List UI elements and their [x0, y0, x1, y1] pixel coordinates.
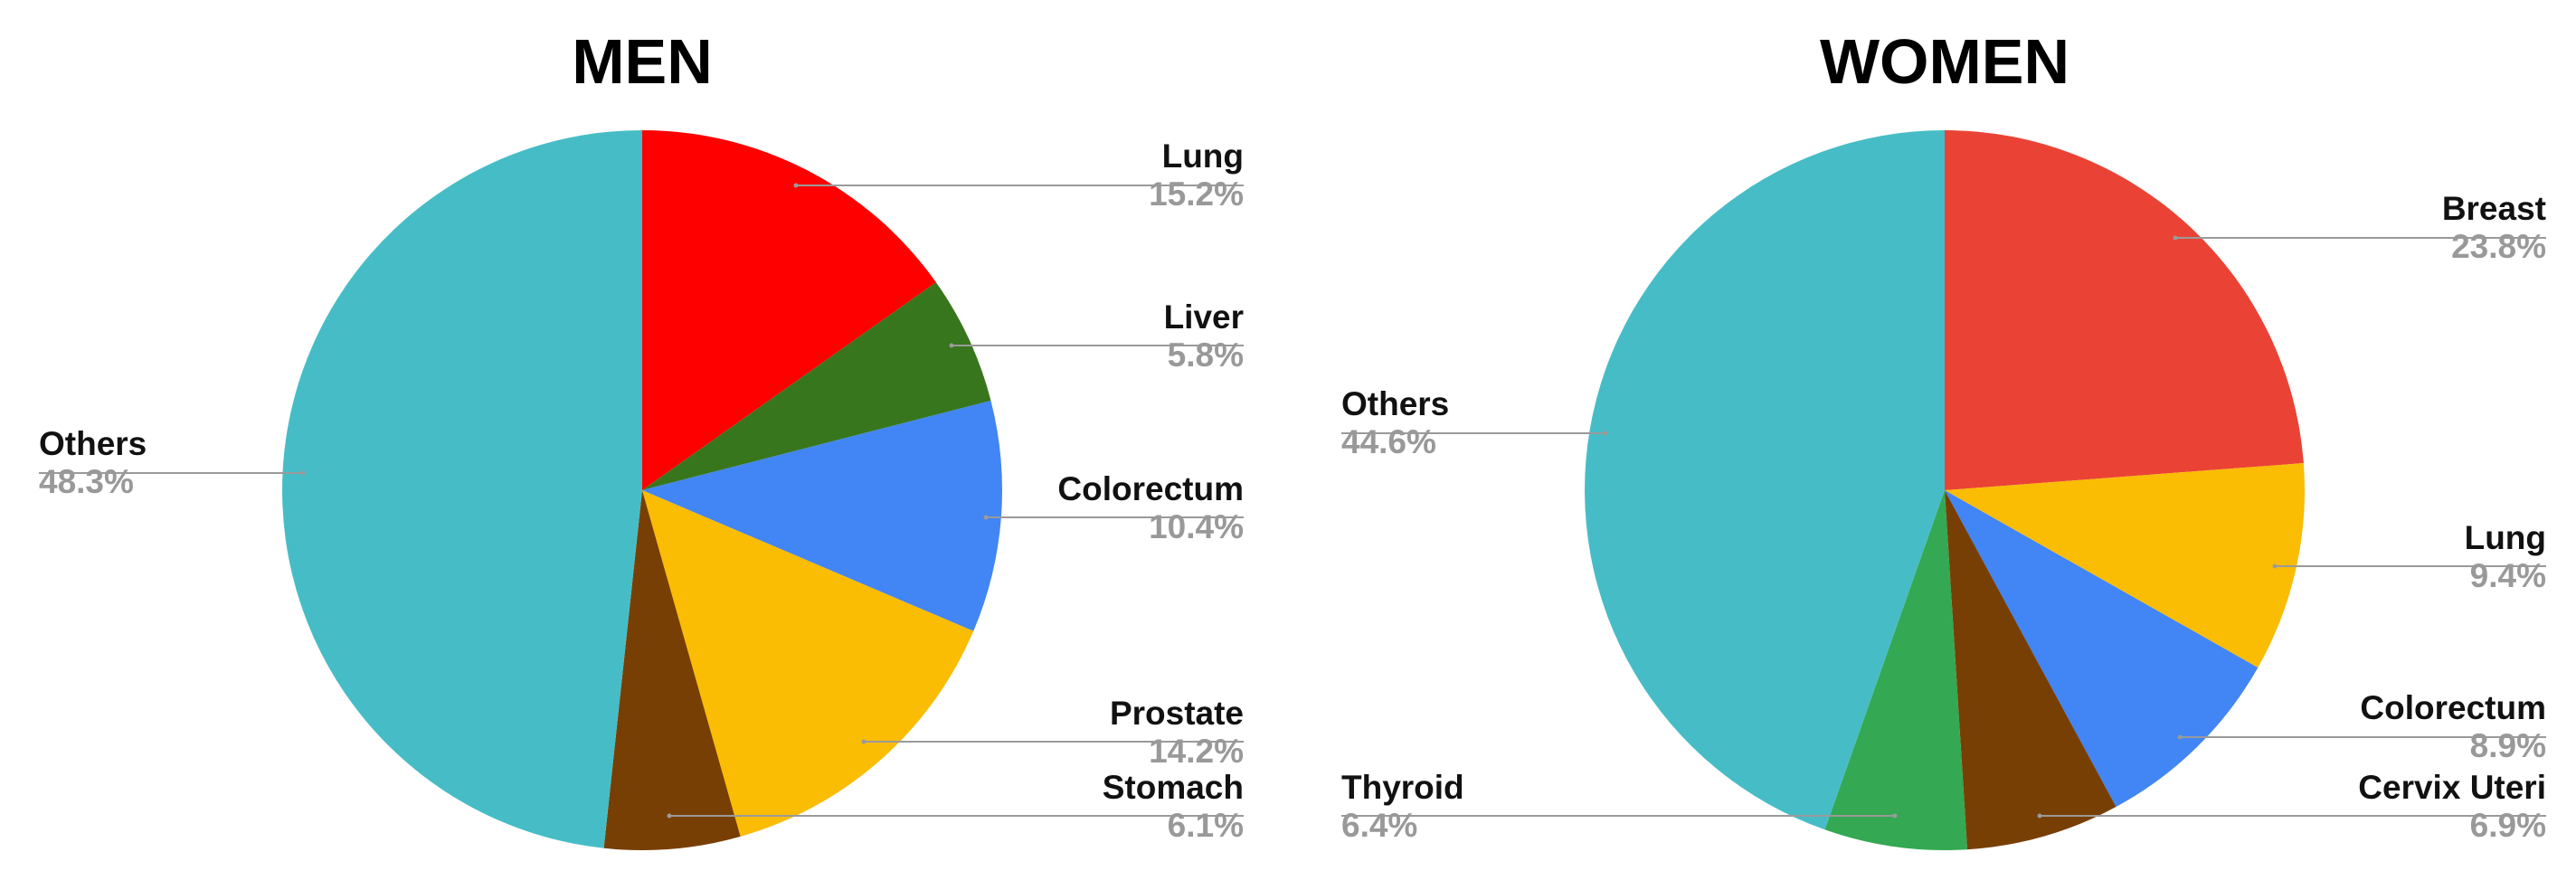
men-percent-colorectum: 10.4% — [1149, 508, 1244, 545]
women-slices — [1585, 130, 2306, 850]
men-label-liver: Liver — [1164, 298, 1244, 336]
men-label-lung: Lung — [1162, 137, 1244, 175]
men-slice-stomach — [603, 490, 741, 850]
women-label-others: Others — [1341, 385, 1449, 422]
women-percent-colorectum: 8.9% — [2470, 727, 2546, 764]
men-leader-dot-lung — [793, 183, 799, 188]
women-label-thyroid: Thyroid — [1341, 769, 1464, 806]
men-slice-liver — [642, 282, 991, 490]
men-percent-others: 48.3% — [39, 463, 134, 500]
men-percent-liver: 5.8% — [1168, 336, 1244, 374]
women-percent-thyroid: 6.4% — [1341, 807, 1417, 844]
men-leader-dot-others — [300, 470, 306, 476]
men-leader-dot-colorectum — [983, 515, 989, 520]
men-leader-dot-stomach — [667, 813, 672, 819]
women-percent-breast: 23.8% — [2451, 228, 2546, 265]
men-slice-others — [282, 130, 642, 848]
women-leader-dot-thyroid — [1892, 813, 1898, 819]
women-percent-others: 44.6% — [1341, 423, 1436, 460]
men-slice-prostate — [642, 490, 974, 837]
men-slice-colorectum — [642, 401, 1003, 631]
women-label-cervix-uteri: Cervix Uteri — [2358, 769, 2546, 806]
men-slice-lung — [642, 130, 936, 490]
men-percent-prostate: 14.2% — [1149, 733, 1244, 770]
women-label-lung: Lung — [2465, 519, 2546, 556]
women-leader-dot-cervix-uteri — [2037, 813, 2042, 819]
women-slice-others — [1585, 130, 1945, 830]
men-percent-lung: 15.2% — [1149, 175, 1244, 213]
women-slice-thyroid — [1824, 490, 1967, 850]
women-leader-dot-colorectum — [2177, 734, 2183, 740]
men-slices — [282, 130, 1003, 850]
men-label-stomach: Stomach — [1103, 769, 1244, 806]
women-label-colorectum: Colorectum — [2360, 689, 2546, 726]
men-label-prostate: Prostate — [1110, 695, 1244, 732]
women-percent-cervix-uteri: 6.9% — [2470, 807, 2546, 844]
women-slice-breast — [1945, 130, 2304, 490]
women-chart-title: WOMEN — [1820, 26, 2069, 97]
women-leader-dot-others — [1603, 431, 1608, 436]
women-label-breast: Breast — [2442, 190, 2546, 227]
men-leader-dot-prostate — [861, 739, 867, 744]
women-slice-lung — [1945, 463, 2306, 668]
women-slice-colorectum — [1945, 490, 2259, 807]
men-chart-title: MEN — [572, 26, 713, 97]
women-slice-cervix-uteri — [1945, 490, 2117, 850]
men-label-colorectum: Colorectum — [1057, 470, 1244, 507]
women-leader-dot-lung — [2272, 563, 2278, 569]
women-percent-lung: 9.4% — [2470, 557, 2546, 594]
men-leader-dot-liver — [949, 343, 954, 348]
men-percent-stomach: 6.1% — [1168, 807, 1244, 844]
men-label-others: Others — [39, 425, 147, 462]
women-leader-dot-breast — [2173, 235, 2178, 241]
